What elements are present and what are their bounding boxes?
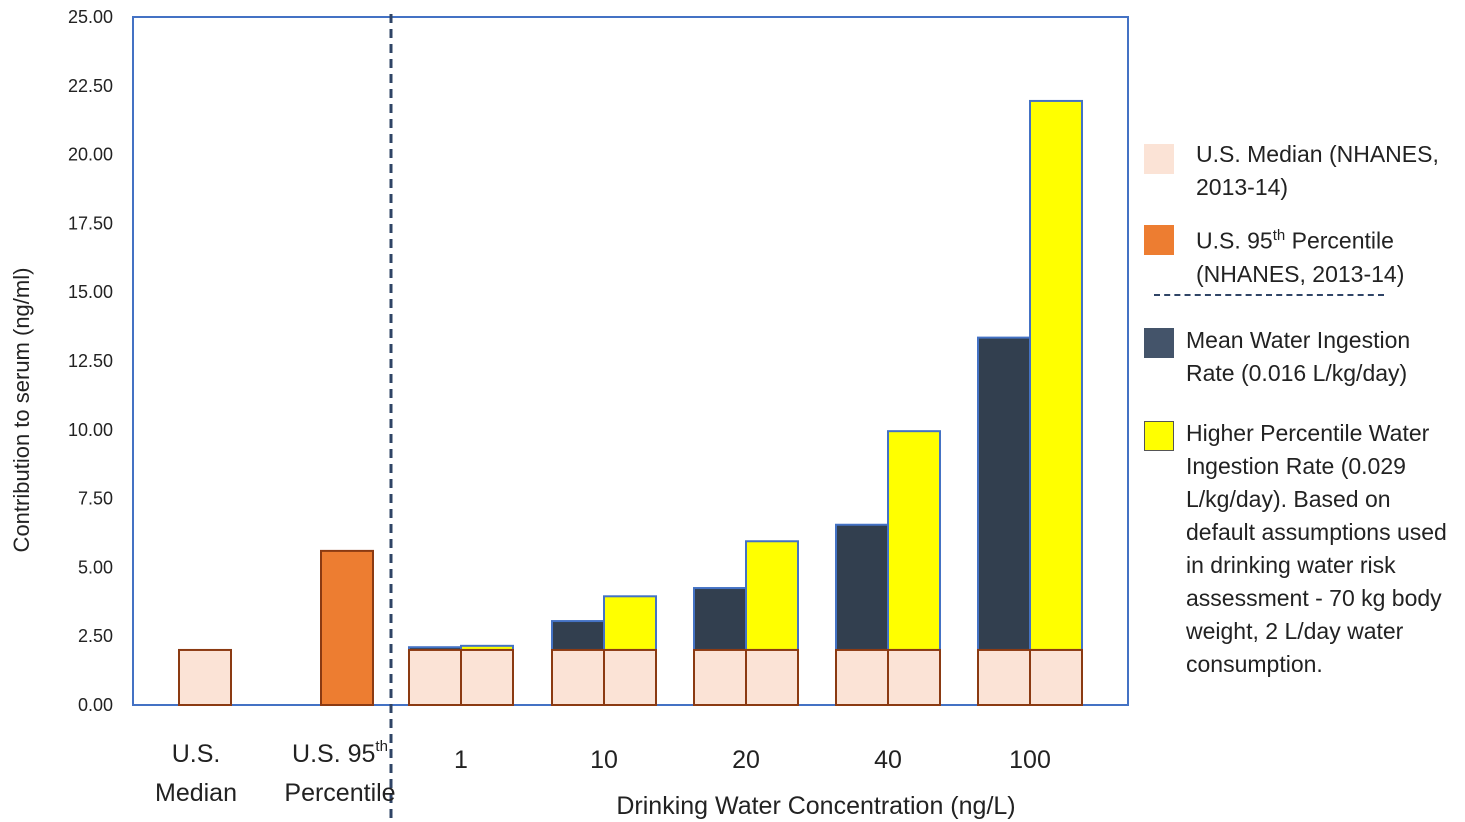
x-tick-label-median-line1: U.S.	[172, 740, 221, 768]
legend-label-p95-sup: th	[1272, 227, 1286, 244]
legend-label-median: U.S. Median (NHANES, 2013-14)	[1196, 141, 1439, 200]
concentration-labels: 1 10 20 40 100	[454, 746, 1051, 774]
bar-mean-100	[977, 336, 1031, 651]
y-tick-label: 7.50	[78, 489, 113, 509]
bar-baseline-mean-1	[408, 648, 462, 707]
bar-baseline-higher-10	[603, 648, 657, 707]
legend-label-p95: U.S. 95th Percentile (NHANES, 2013-14)	[1196, 219, 1458, 291]
y-tick-label: 12.50	[68, 351, 113, 371]
x-tick-label-concentration: 40	[874, 746, 902, 774]
bar-higher-100	[1029, 99, 1083, 651]
x-axis-title: Drinking Water Concentration (ng/L)	[616, 792, 1015, 820]
x-tick-label-p95-main: U.S. 95	[292, 740, 375, 768]
bar-baseline-higher-40	[887, 648, 941, 707]
x-tick-label-p95-sup: th	[375, 738, 388, 755]
legend-swatch-higher	[1144, 421, 1174, 451]
y-axis: 0.00 2.50 5.00 7.50 10.00 12.50 15.00 17.50 20.0…	[68, 7, 113, 715]
x-tick-label-concentration: 20	[732, 746, 760, 774]
legend-swatch-p95	[1144, 225, 1174, 255]
legend-swatch-mean	[1144, 328, 1174, 358]
y-tick-label: 0.00	[78, 695, 113, 715]
legend-divider	[1154, 294, 1384, 296]
y-axis-title: Contribution to serum (ng/ml)	[9, 268, 34, 553]
y-tick-label: 25.00	[68, 7, 113, 27]
legend-swatch-median	[1144, 144, 1174, 174]
legend-label-p95-rest: Percentile (NHANES, 2013-14)	[1196, 227, 1405, 287]
bars-layer	[178, 99, 1083, 707]
bar-mean-40	[835, 523, 889, 651]
x-tick-label-median-line2: Median	[155, 779, 237, 807]
bar-higher-10	[603, 595, 657, 651]
legend-label-p95-main: U.S. 95	[1196, 227, 1273, 254]
bar-us-median	[178, 648, 232, 707]
x-tick-label-p95-line1: U.S. 95th	[292, 738, 388, 768]
y-tick-label: 10.00	[68, 420, 113, 440]
x-axis: U.S. Median U.S. 95th Percentile 1 10 20 40…	[155, 738, 1051, 820]
y-tick-label: 5.00	[78, 557, 113, 577]
x-tick-label-concentration: 10	[590, 746, 618, 774]
y-tick-label: 2.50	[78, 626, 113, 646]
bar-baseline-higher-1	[460, 648, 514, 707]
bar-us-95th-percentile	[320, 549, 374, 706]
bar-mean-10	[551, 620, 605, 651]
bar-mean-20	[693, 587, 747, 651]
y-tick-label: 22.50	[68, 76, 113, 96]
bar-baseline-mean-100	[977, 648, 1031, 707]
y-tick-label: 20.00	[68, 145, 113, 165]
bar-higher-20	[745, 540, 799, 651]
legend-label-mean: Mean Water Ingestion Rate (0.016 L/kg/da…	[1186, 327, 1411, 386]
bar-baseline-mean-10	[551, 648, 605, 707]
y-tick-label: 17.50	[68, 213, 113, 233]
legend-label-higher: Higher Percentile Water Ingestion Rate (…	[1186, 420, 1447, 677]
x-tick-label-p95-line2: Percentile	[284, 779, 395, 807]
bar-baseline-mean-40	[835, 648, 889, 707]
bar-higher-40	[887, 430, 941, 651]
y-tick-label: 15.00	[68, 282, 113, 302]
x-tick-label-concentration: 1	[454, 746, 468, 774]
x-tick-label-concentration: 100	[1009, 746, 1051, 774]
bar-baseline-higher-100	[1029, 648, 1083, 707]
bar-baseline-higher-20	[745, 648, 799, 707]
bar-baseline-mean-20	[693, 648, 747, 707]
